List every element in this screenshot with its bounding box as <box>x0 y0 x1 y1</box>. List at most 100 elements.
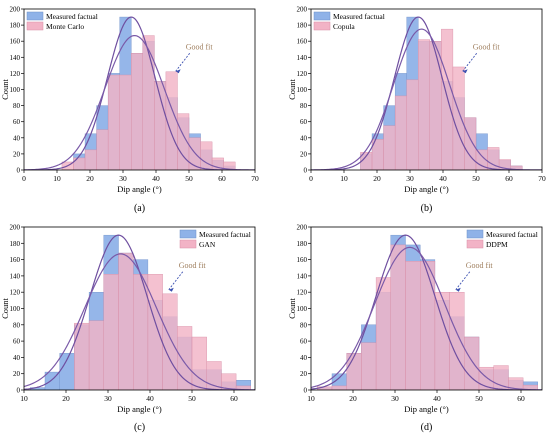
chart-panel-2: 0 10 20 30 40 50 60 70 0 20 40 60 80 100 120 140 160 180 2… <box>287 6 546 215</box>
legend-swatch-1 <box>179 229 197 239</box>
y-tick-label-8: 160 <box>10 256 21 264</box>
y-tick-label-7: 140 <box>10 272 21 280</box>
y-tick-label-3: 60 <box>300 338 308 346</box>
bar-simulated-1 <box>88 320 104 390</box>
x-tick-label-1: 10 <box>340 174 348 183</box>
legend-swatch-1 <box>466 229 484 239</box>
x-tick-label-2: 20 <box>373 174 381 183</box>
annotation-arrow-line <box>462 52 478 72</box>
bar-simulated-4 <box>107 74 120 170</box>
y-tick-label-0: 0 <box>304 167 308 175</box>
bar-simulated-6 <box>131 53 144 170</box>
x-axis-label: Dip angle (°) <box>117 404 162 414</box>
y-tick-label-2: 40 <box>300 354 308 362</box>
annotation-arrow-head <box>168 287 174 292</box>
y-tick-label-8: 160 <box>297 256 308 264</box>
y-tick-label-3: 60 <box>300 118 308 126</box>
legend-label-1: Measured factual <box>333 12 385 21</box>
x-tick-label-5: 60 <box>230 394 238 403</box>
legend-label-1: Measured factual <box>46 12 98 21</box>
bar-simulated-8 <box>434 292 450 390</box>
y-tick-label-9: 180 <box>297 240 308 248</box>
x-tick-label-7: 70 <box>538 174 546 183</box>
y-tick-label-4: 80 <box>300 102 308 110</box>
y-tick-label-5: 100 <box>10 305 21 313</box>
bar-simulated-4 <box>406 79 419 170</box>
bar-simulated-0 <box>74 322 90 390</box>
good-fit-annotation: Good fit <box>186 42 214 51</box>
chart-panel-4: 10 20 30 40 50 60 0 20 40 60 80 100 120 140 160 180 200 D… <box>287 224 543 433</box>
bar-simulated-8 <box>452 66 465 170</box>
bar-simulated-2 <box>103 274 119 390</box>
y-axis-label: Count <box>287 78 297 99</box>
y-tick-label-2: 40 <box>13 134 21 142</box>
plot-area <box>24 16 255 170</box>
chart-panel-3: 10 20 30 40 50 60 0 20 40 60 80 100 120 140 160 180 200 D… <box>0 224 256 433</box>
plot-area <box>311 234 542 390</box>
legend-label-2: Copula <box>333 22 355 31</box>
bar-simulated-3 <box>96 129 109 170</box>
y-tick-label-10: 200 <box>297 224 308 232</box>
x-tick-label-4: 40 <box>152 174 160 183</box>
y-tick-label-8: 160 <box>10 38 21 46</box>
bar-simulated-7 <box>142 35 155 170</box>
bar-simulated-3 <box>361 342 377 390</box>
good-fit-annotation: Good fit <box>473 42 501 51</box>
x-axis-label: Dip angle (°) <box>404 404 449 414</box>
annotation-arrow-line <box>455 271 471 291</box>
chart-panel-1: 0 10 20 30 40 50 60 70 0 20 40 60 80 100 120 140 160 180 2… <box>0 6 259 215</box>
bar-simulated-13 <box>510 165 523 170</box>
y-tick-label-4: 80 <box>13 321 21 329</box>
x-tick-label-4: 50 <box>475 394 483 403</box>
bar-simulated-3 <box>118 252 134 390</box>
y-tick-label-6: 120 <box>297 289 308 297</box>
x-tick-label-3: 40 <box>146 394 154 403</box>
panel-label: (a) <box>134 203 145 214</box>
x-tick-label-2: 30 <box>391 394 399 403</box>
y-tick-label-5: 100 <box>297 86 308 94</box>
y-tick-label-2: 40 <box>13 354 21 362</box>
good-fit-annotation: Good fit <box>466 261 494 270</box>
legend-swatch-1 <box>313 11 331 21</box>
x-tick-label-3: 30 <box>119 174 127 183</box>
y-tick-label-1: 20 <box>300 370 308 378</box>
bar-simulated-5 <box>119 74 132 170</box>
y-tick-label-0: 0 <box>17 167 21 175</box>
plot-area <box>24 234 255 390</box>
x-axis-label: Dip angle (°) <box>404 184 449 194</box>
y-tick-label-4: 80 <box>300 321 308 329</box>
y-tick-label-9: 180 <box>10 240 21 248</box>
legend-swatch-2 <box>179 239 197 249</box>
legend-label-1: Measured factual <box>199 230 251 239</box>
fit-curve-1 <box>311 234 542 390</box>
good-fit-annotation: Good fit <box>179 261 207 270</box>
x-tick-label-6: 60 <box>218 174 226 183</box>
bar-simulated-5 <box>418 39 431 170</box>
x-tick-label-7: 70 <box>251 174 259 183</box>
bar-simulated-12 <box>200 141 213 170</box>
bar-simulated-9 <box>449 292 465 390</box>
y-tick-label-1: 20 <box>13 150 21 158</box>
fit-curve-2 <box>24 34 255 170</box>
x-tick-label-1: 20 <box>62 394 70 403</box>
y-tick-label-9: 180 <box>297 22 308 30</box>
y-tick-label-3: 60 <box>13 338 21 346</box>
panel-label: (c) <box>134 422 145 433</box>
bar-simulated-3 <box>394 95 407 170</box>
legend-label-1: Measured factual <box>486 230 538 239</box>
bar-simulated-6 <box>162 293 178 390</box>
x-tick-label-5: 50 <box>472 174 480 183</box>
fit-curve-2 <box>24 253 255 390</box>
y-tick-label-5: 100 <box>297 305 308 313</box>
annotation-arrow-head <box>175 69 181 74</box>
panel-label: (b) <box>421 203 433 214</box>
legend-swatch-2 <box>313 21 331 31</box>
fit-curve-2 <box>311 28 542 170</box>
annotation-arrow-head <box>462 69 468 74</box>
y-tick-label-10: 200 <box>10 224 21 232</box>
y-tick-label-9: 180 <box>10 22 21 30</box>
x-tick-label-5: 50 <box>185 174 193 183</box>
x-tick-label-6: 60 <box>505 174 513 183</box>
